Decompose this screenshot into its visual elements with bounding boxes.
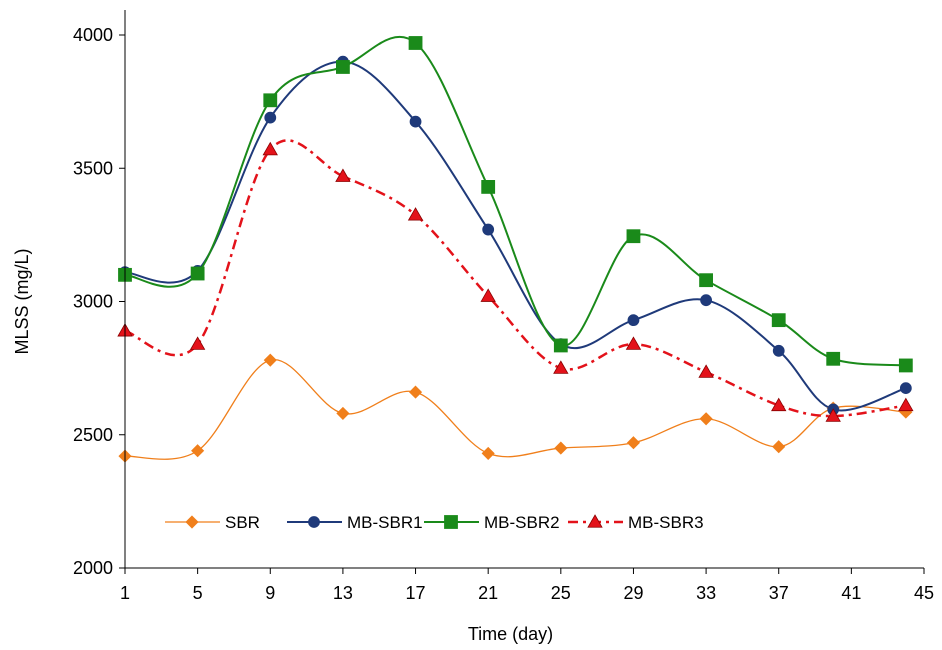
data-point-mb-sbr1 <box>772 344 785 357</box>
data-point-mb-sbr2 <box>553 338 568 353</box>
x-tick-label: 45 <box>914 583 934 603</box>
data-point-mb-sbr3 <box>625 336 642 350</box>
data-point-mb-sbr3 <box>189 336 206 350</box>
data-point-mb-sbr2 <box>481 180 496 194</box>
series-line-mb-sbr2 <box>124 35 906 367</box>
legend-label-sbr: SBR <box>225 513 260 532</box>
x-tick-label: 9 <box>265 583 275 603</box>
data-point-mb-sbr1 <box>700 294 712 307</box>
data-point-mb-sbr3 <box>407 207 424 221</box>
data-point-sbr <box>481 446 495 460</box>
data-point-mb-sbr1 <box>409 115 422 128</box>
data-point-mb-sbr3 <box>698 364 714 378</box>
y-axis-title: MLSS (mg/L) <box>12 248 32 354</box>
y-tick-label: 3000 <box>73 292 113 312</box>
data-point-mb-sbr3 <box>335 168 351 182</box>
data-point-sbr <box>699 412 713 426</box>
data-point-mb-sbr2 <box>336 60 350 74</box>
x-tick-label: 17 <box>406 583 426 603</box>
data-point-sbr <box>263 353 277 367</box>
series-line-sbr <box>124 359 906 460</box>
x-axis-ticks: 1 5 9 13 17 21 25 29 33 37 41 45 <box>120 568 934 603</box>
y-tick-label: 2000 <box>73 558 113 578</box>
data-point-mb-sbr1 <box>482 223 495 236</box>
data-point-mb-sbr2 <box>626 229 641 244</box>
data-point-mb-sbr3 <box>553 360 569 374</box>
data-point-sbr <box>554 441 568 455</box>
axes <box>124 10 924 569</box>
legend-label-mb-sbr2: MB-SBR2 <box>484 513 560 532</box>
x-tick-label: 1 <box>120 583 130 603</box>
x-tick-label: 5 <box>193 583 203 603</box>
x-tick-label: 37 <box>769 583 789 603</box>
data-point-sbr <box>626 436 641 450</box>
data-point-mb-sbr1 <box>264 111 277 124</box>
legend-label-mb-sbr3: MB-SBR3 <box>628 513 704 532</box>
legend-marker-mb-sbr2 <box>444 515 458 529</box>
data-point-sbr <box>408 385 423 399</box>
legend-label-mb-sbr1: MB-SBR1 <box>347 513 423 532</box>
series-markers <box>117 36 914 463</box>
data-point-mb-sbr2 <box>263 93 278 108</box>
legend-marker-sbr <box>185 515 199 529</box>
x-tick-label: 29 <box>623 583 643 603</box>
data-point-sbr <box>191 444 205 458</box>
x-tick-label: 25 <box>551 583 571 603</box>
x-tick-label: 21 <box>478 583 498 603</box>
data-point-mb-sbr1 <box>627 314 640 327</box>
data-point-sbr <box>336 406 350 420</box>
x-tick-label: 41 <box>841 583 861 603</box>
legend: SBR MB-SBR1 MB-SBR2 MB-SBR3 <box>165 513 704 532</box>
series-line-mb-sbr1 <box>124 60 907 412</box>
x-tick-label: 33 <box>696 583 716 603</box>
data-point-mb-sbr3 <box>898 397 914 412</box>
data-point-mb-sbr3 <box>480 288 496 302</box>
data-point-mb-sbr2 <box>898 358 913 373</box>
y-tick-label: 3500 <box>73 158 113 178</box>
data-point-mb-sbr1 <box>899 382 912 395</box>
data-point-mb-sbr3 <box>262 141 278 156</box>
data-point-sbr <box>772 440 786 454</box>
y-tick-label: 2500 <box>73 425 113 445</box>
data-point-mb-sbr2 <box>826 351 841 366</box>
data-point-mb-sbr2 <box>408 36 423 50</box>
data-point-mb-sbr3 <box>771 397 787 412</box>
x-tick-label: 13 <box>333 583 353 603</box>
data-point-mb-sbr2 <box>190 266 205 281</box>
data-point-mb-sbr3 <box>825 408 841 422</box>
data-point-mb-sbr2 <box>771 313 786 328</box>
x-axis-title: Time (day) <box>468 624 553 644</box>
y-axis-ticks: 2000 2500 3000 3500 4000 <box>73 25 125 578</box>
legend-marker-mb-sbr3 <box>587 514 603 528</box>
legend-marker-mb-sbr1 <box>308 516 320 528</box>
y-tick-label: 4000 <box>73 25 113 45</box>
data-point-mb-sbr2 <box>699 273 713 288</box>
series-lines <box>124 35 907 460</box>
